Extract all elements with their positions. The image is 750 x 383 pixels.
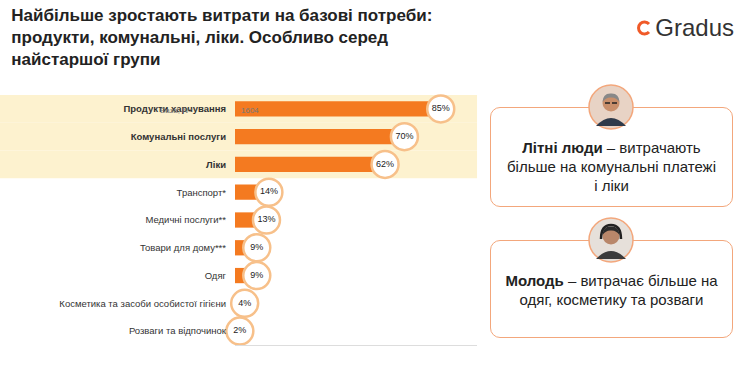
svg-text:9%: 9% [250, 270, 263, 280]
svg-text:Ліки: Ліки [206, 159, 226, 170]
svg-text:85%: 85% [432, 103, 450, 113]
html-text:Gradus: Gradus [655, 14, 734, 41]
html-text:Літні люди – витрачають більше: Літні люди – витрачають більше на комуна… [507, 139, 716, 194]
svg-text:База, N=: База, N= [160, 106, 193, 115]
svg-text:Товари для дому***: Товари для дому*** [140, 242, 226, 253]
svg-text:14%: 14% [260, 186, 278, 196]
svg-text:2%: 2% [233, 325, 246, 335]
svg-text:4%: 4% [238, 298, 251, 308]
svg-text:Продукти харчування: Продукти харчування [123, 103, 226, 114]
svg-text:13%: 13% [257, 214, 275, 224]
svg-text:1604: 1604 [241, 106, 259, 115]
svg-text:70%: 70% [395, 131, 413, 141]
svg-text:62%: 62% [376, 159, 394, 169]
svg-text:Транспорт*: Транспорт* [177, 187, 227, 198]
svg-text:Розваги та відпочинок: Розваги та відпочинок [129, 325, 227, 336]
svg-text:Комунальні послуги: Комунальні послуги [131, 131, 226, 142]
svg-text:Найбільше зростають витрати на: Найбільше зростають витрати на базові по… [11, 6, 432, 69]
svg-text:Медичні послуги**: Медичні послуги** [145, 214, 226, 225]
svg-text:Одяг: Одяг [205, 270, 227, 281]
html-text:Молодь – витрачає більше на од: Молодь – витрачає більше на одяг, космет… [505, 272, 718, 308]
svg-text:Косметика та засоби особистої: Косметика та засоби особистої гігієни [59, 298, 226, 309]
svg-text:9%: 9% [250, 242, 263, 252]
